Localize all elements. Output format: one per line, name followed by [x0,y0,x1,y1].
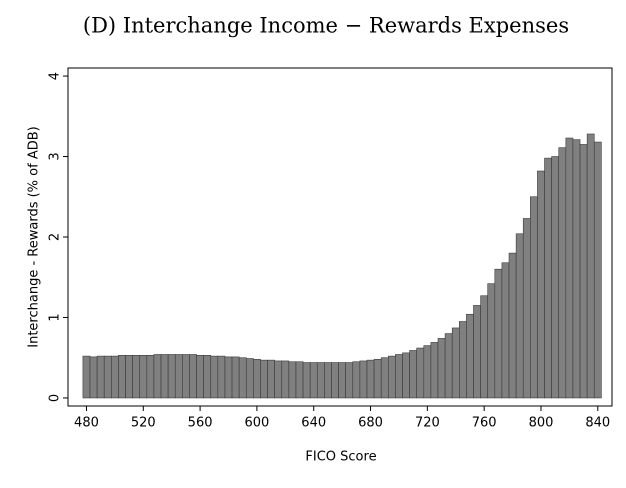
bar [153,354,162,399]
bar [409,350,417,399]
bar [430,342,439,399]
bar [302,362,311,399]
bar [494,268,503,399]
bar [352,361,361,399]
bar [402,352,410,399]
y-axis-label: Interchange - Rewards (% of ADB) [27,126,42,347]
bar [245,358,254,399]
bar [132,354,141,399]
bar [288,361,297,399]
bar [174,354,183,399]
bar [89,356,98,399]
bar [139,354,148,399]
bar [224,356,233,399]
bar [103,355,112,399]
bar [593,141,602,399]
bar [586,133,595,399]
y-tick-label: 4 [48,72,63,80]
x-tick-label: 520 [131,416,156,431]
bar [260,359,268,399]
bar [466,313,474,399]
bar [253,359,261,399]
bar [238,357,247,399]
bar [231,356,240,399]
bar [473,305,481,399]
bar [309,362,318,399]
bar [96,355,105,399]
bar [444,333,453,399]
x-tick-label: 600 [244,416,269,431]
x-tick-label: 640 [301,416,326,431]
bar [182,354,190,399]
x-tick-label: 720 [415,416,440,431]
bar [167,354,176,399]
bar [558,147,567,399]
x-tick-label: 840 [585,416,610,431]
y-tick-label: 1 [48,313,63,321]
bar [508,252,517,399]
bar [338,362,346,399]
bar [196,354,204,399]
bar [459,321,467,399]
y-tick-label: 2 [48,233,63,241]
bar [210,355,219,399]
bar [295,361,304,399]
bar [572,139,581,399]
bar [160,354,169,399]
bar [267,359,275,399]
bar [579,144,588,399]
bar [274,360,283,399]
bar [423,345,432,399]
chart-title: (D) Interchange Income − Rewards Expense… [83,14,569,38]
y-tick-label: 3 [48,152,63,160]
bar [281,360,290,399]
bar [331,362,339,399]
bar [487,283,496,399]
bar [324,362,332,399]
bar [189,354,197,399]
bar [146,354,155,399]
x-tick-label: 480 [74,416,99,431]
bar [530,196,538,399]
bar [544,157,552,399]
bar [451,327,460,399]
bar [522,218,531,399]
x-tick-label: 560 [188,416,213,431]
bar [437,338,446,399]
bar [373,359,382,399]
bar [551,156,560,399]
bar [366,359,375,399]
bar [125,354,133,399]
bar [345,362,354,399]
bar [395,354,403,399]
bar [565,137,574,399]
bar [387,355,396,399]
bar [118,354,126,399]
bar [380,357,389,399]
bar [316,362,325,399]
bar [203,354,212,399]
bar [501,262,510,399]
y-tick-label: 0 [48,394,63,402]
bar [537,170,545,399]
x-tick-label: 800 [529,416,554,431]
bar [111,355,119,399]
bar [217,355,226,399]
x-axis-label: FICO Score [305,450,376,465]
bar [480,295,489,399]
bar [82,355,91,399]
x-tick-label: 680 [358,416,383,431]
bar [515,233,524,399]
bar [359,360,368,399]
x-tick-label: 760 [472,416,497,431]
bar [416,347,425,399]
